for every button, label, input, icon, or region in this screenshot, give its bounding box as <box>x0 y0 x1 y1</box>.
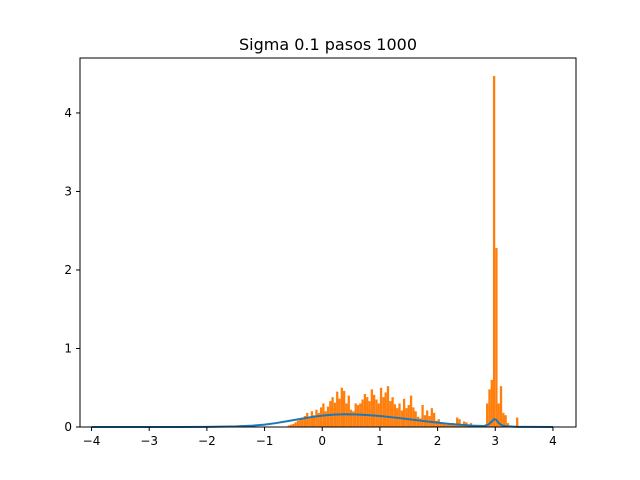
density-curve <box>91 413 553 428</box>
histogram-bar <box>386 386 390 427</box>
histogram-bar <box>389 401 392 427</box>
histogram-bar <box>499 386 503 427</box>
histogram-bar <box>289 424 293 427</box>
histogram-bar <box>342 390 346 427</box>
histogram-bar <box>430 408 433 427</box>
y-tick-label: 2 <box>64 263 72 277</box>
histogram-bar <box>502 412 505 427</box>
histogram-bar <box>488 389 491 427</box>
histogram-bar <box>375 399 378 427</box>
histogram-bar <box>379 387 383 427</box>
histogram-bar <box>313 415 316 427</box>
histogram-bar <box>310 411 314 427</box>
histogram-bar <box>315 409 318 427</box>
y-axis: 0 1 2 3 4 <box>64 106 80 434</box>
histogram-bar <box>294 422 297 427</box>
histogram-bar <box>370 389 373 427</box>
x-tick-label: −2 <box>198 434 216 448</box>
y-tick-label: 3 <box>64 184 72 198</box>
x-axis: −4 −3 −2 −1 0 1 2 3 4 <box>83 427 557 448</box>
x-tick-label: 4 <box>549 434 557 448</box>
axes-frame <box>79 57 577 428</box>
histogram-bar <box>446 424 450 427</box>
histogram-bar <box>506 423 510 427</box>
histogram-bar <box>393 404 397 427</box>
histogram-bar <box>391 397 394 427</box>
histogram-bar <box>486 403 489 427</box>
histogram-bar <box>319 407 323 427</box>
histogram-bar <box>504 415 507 427</box>
histogram-bar <box>372 394 376 427</box>
histogram-bar <box>384 392 387 427</box>
histogram-bar <box>492 76 496 428</box>
histogram-bar <box>317 412 320 427</box>
x-tick-label: 1 <box>376 434 384 448</box>
histogram-bar <box>460 425 463 427</box>
x-tick-label: 3 <box>491 434 499 448</box>
histogram-bar <box>301 417 304 427</box>
histogram-bar <box>347 395 350 427</box>
histogram-bar <box>366 397 369 427</box>
histogram-bar <box>324 411 327 427</box>
histogram-bar <box>349 409 353 427</box>
histogram-bar <box>419 418 422 427</box>
histogram-bar <box>402 398 406 427</box>
histogram-bar <box>444 424 447 427</box>
histogram-bar <box>405 408 408 427</box>
histogram-bar <box>368 401 371 427</box>
histogram-bar <box>412 407 415 427</box>
x-tick-label: 0 <box>318 434 326 448</box>
histogram-bar <box>449 423 452 427</box>
histogram-bar <box>421 405 424 427</box>
histogram-bar <box>356 405 360 427</box>
histogram-bar <box>398 403 401 427</box>
histogram-bar <box>409 395 413 427</box>
y-tick-label: 0 <box>64 420 72 434</box>
x-tick-label: 2 <box>434 434 442 448</box>
y-tick-label: 1 <box>64 341 72 355</box>
histogram-bar <box>326 406 330 427</box>
histogram-bar <box>490 379 493 427</box>
histogram-bar <box>439 423 443 427</box>
histogram-bar <box>299 419 302 427</box>
plot-area <box>79 57 577 428</box>
histogram-bar <box>453 424 457 427</box>
histogram-bar <box>331 397 334 427</box>
histogram-bar <box>303 416 307 427</box>
histogram-bar <box>416 416 420 427</box>
histogram-bar <box>497 403 500 427</box>
histogram-bar <box>292 423 295 427</box>
histogram-bar <box>361 399 364 427</box>
histogram-bar <box>308 417 311 427</box>
histogram-bar <box>407 405 410 427</box>
histogram-bar <box>352 411 355 427</box>
histogram-bar <box>340 387 343 427</box>
histogram-bar <box>458 419 461 427</box>
histogram-bar <box>426 410 429 427</box>
chart-title: Sigma 0.1 pasos 1000 <box>239 35 417 54</box>
histogram-bar <box>363 394 367 427</box>
x-tick-label: −1 <box>256 434 274 448</box>
histogram-bar <box>338 398 341 427</box>
histogram-bar <box>287 425 290 427</box>
histogram-bar <box>435 420 438 427</box>
histogram-bar <box>495 247 498 427</box>
histogram-bar <box>382 397 385 427</box>
histogram-bar <box>442 423 445 427</box>
histogram-bar <box>306 412 309 427</box>
histogram-bar <box>336 391 339 427</box>
histogram-bar <box>296 420 300 427</box>
histogram-bar <box>432 412 436 427</box>
histogram-bar <box>516 417 519 427</box>
x-tick-label: −4 <box>83 434 101 448</box>
y-tick-label: 4 <box>64 106 72 120</box>
x-tick-label: −3 <box>140 434 158 448</box>
histogram-bar <box>456 417 459 427</box>
